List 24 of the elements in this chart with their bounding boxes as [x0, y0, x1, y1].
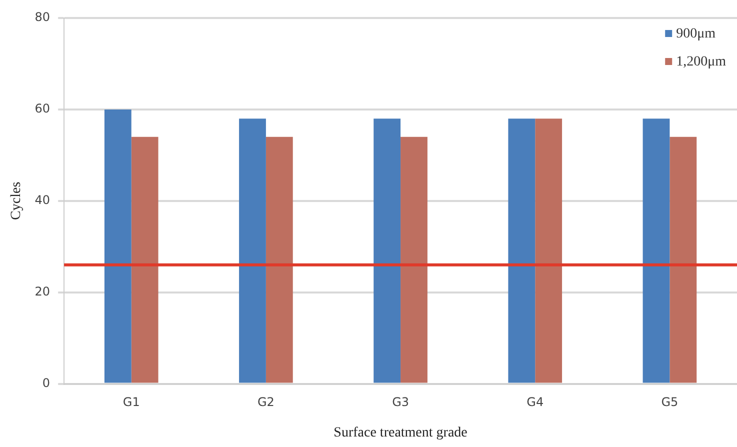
bar [266, 136, 293, 383]
legend-label: 900μm [676, 26, 716, 42]
bar [239, 118, 266, 383]
legend-label: 1,200μm [676, 54, 726, 70]
bar [535, 118, 562, 383]
bar [400, 136, 428, 383]
x-tick-label: G2 [257, 395, 274, 410]
x-axis-title: Surface treatment grade [334, 425, 468, 440]
y-axis-title: Cycles [9, 182, 24, 220]
bar [104, 109, 132, 383]
bar [508, 118, 536, 383]
x-tick-label: G1 [122, 395, 140, 410]
y-tick-label: 40 [34, 193, 50, 208]
bar [374, 118, 401, 383]
x-tick-label: G3 [392, 395, 410, 410]
y-tick-label: 20 [34, 284, 50, 298]
bar [131, 136, 158, 383]
bar [642, 118, 670, 383]
x-tick-label: G4 [526, 395, 544, 410]
bar [670, 136, 697, 383]
x-tick-label: G5 [661, 395, 678, 410]
y-tick-label: 80 [34, 10, 50, 24]
y-tick-label: 0 [42, 376, 50, 390]
y-tick-label: 60 [34, 102, 50, 116]
